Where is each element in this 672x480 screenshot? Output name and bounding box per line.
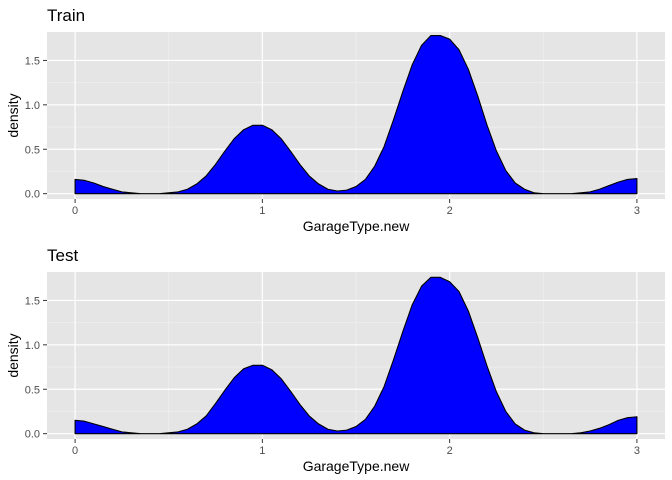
x-tick-label: 0: [72, 445, 78, 457]
density-area: [74, 276, 638, 435]
y-axis-label: density: [5, 333, 21, 377]
x-tick-label: 2: [447, 205, 453, 217]
chart-1: Train 0 1 2 3 0.0 0.5 1.0 1.5 GarageType.new densi…: [5, 6, 665, 234]
y-axis-label: density: [5, 93, 21, 137]
y-tick-label: 0.0: [25, 189, 40, 201]
y-tick-label: 0.0: [25, 429, 40, 441]
x-tick-label: 1: [259, 205, 265, 217]
y-tick-label: 0.5: [25, 384, 40, 396]
x-tick-label: 1: [259, 445, 265, 457]
y-tick-label: 1.5: [25, 295, 40, 307]
x-tick-label: 3: [634, 445, 640, 457]
chart-2: Test 0 1 2 3 0.0 0.5 1.0 1.5 GarageType.new densit…: [5, 246, 665, 474]
x-axis-label: GarageType.new: [303, 458, 411, 474]
x-tick-label: 0: [72, 205, 78, 217]
density-area: [74, 35, 638, 195]
x-tick-label: 2: [447, 445, 453, 457]
x-tick-label: 3: [634, 205, 640, 217]
y-tick-label: 0.5: [25, 144, 40, 156]
x-axis-label: GarageType.new: [303, 218, 411, 234]
y-tick-label: 1.0: [25, 100, 40, 112]
y-tick-label: 1.0: [25, 340, 40, 352]
chart-title: Test: [47, 246, 78, 265]
chart-title: Train: [47, 6, 85, 25]
y-tick-label: 1.5: [25, 55, 40, 67]
